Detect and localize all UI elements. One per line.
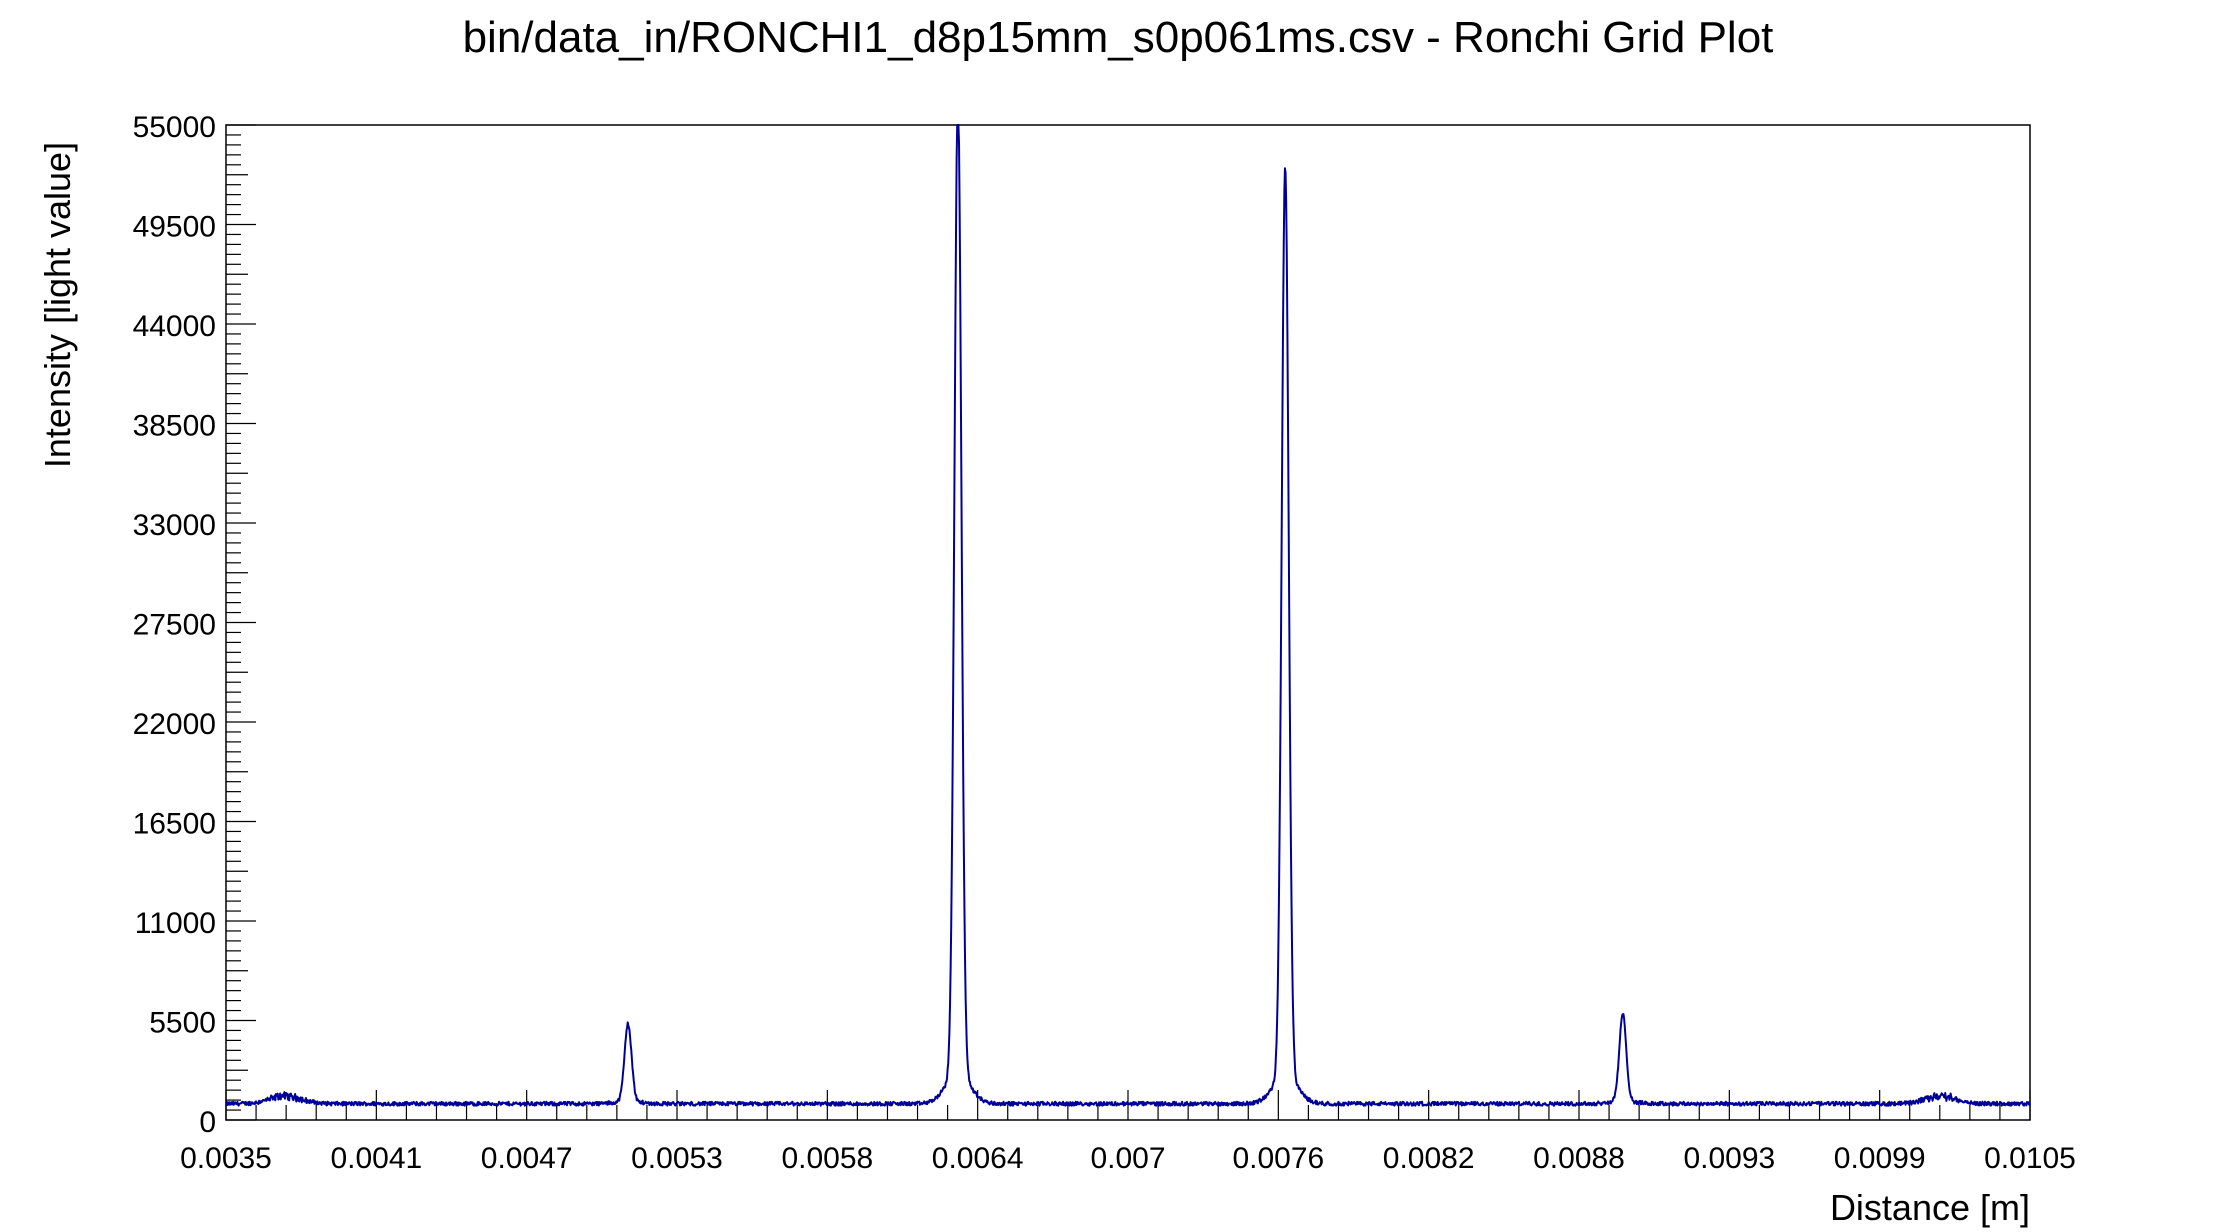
y-tick-label: 44000: [133, 310, 216, 343]
x-tick-label: 0.007: [1090, 1142, 1165, 1175]
x-tick-label: 0.0093: [1683, 1142, 1775, 1175]
y-tick-label: 16500: [133, 808, 216, 841]
x-tick-label: 0.0064: [932, 1142, 1024, 1175]
y-tick-label: 5500: [149, 1007, 216, 1040]
x-tick-label: 0.0076: [1232, 1142, 1324, 1175]
y-tick-label: 0: [199, 1106, 216, 1139]
x-tick-label: 0.0058: [781, 1142, 873, 1175]
x-axis-label: Distance [m]: [1830, 1187, 2030, 1228]
y-tick-label: 38500: [133, 410, 216, 443]
x-tick-label: 0.0088: [1533, 1142, 1625, 1175]
x-tick-label: 0.0099: [1834, 1142, 1926, 1175]
x-tick-label: 0.0105: [1984, 1142, 2076, 1175]
chart-title: bin/data_in/RONCHI1_d8p15mm_s0p061ms.csv…: [463, 13, 1774, 62]
y-tick-label: 11000: [135, 907, 216, 940]
x-tick-label: 0.0035: [180, 1142, 272, 1175]
x-tick-label: 0.0047: [481, 1142, 573, 1175]
y-tick-label: 22000: [133, 708, 216, 741]
y-tick-label: 27500: [133, 609, 216, 642]
y-tick-label: 49500: [133, 211, 216, 244]
x-tick-label: 0.0082: [1383, 1142, 1475, 1175]
x-tick-label: 0.0053: [631, 1142, 723, 1175]
x-tick-label: 0.0041: [330, 1142, 422, 1175]
intensity-series-line: [225, 124, 2031, 1107]
y-tick-label: 55000: [133, 111, 216, 144]
y-tick-label: 33000: [133, 509, 216, 542]
plot-frame: [225, 124, 2031, 1121]
y-axis-label: Intensity [light value]: [37, 142, 78, 468]
